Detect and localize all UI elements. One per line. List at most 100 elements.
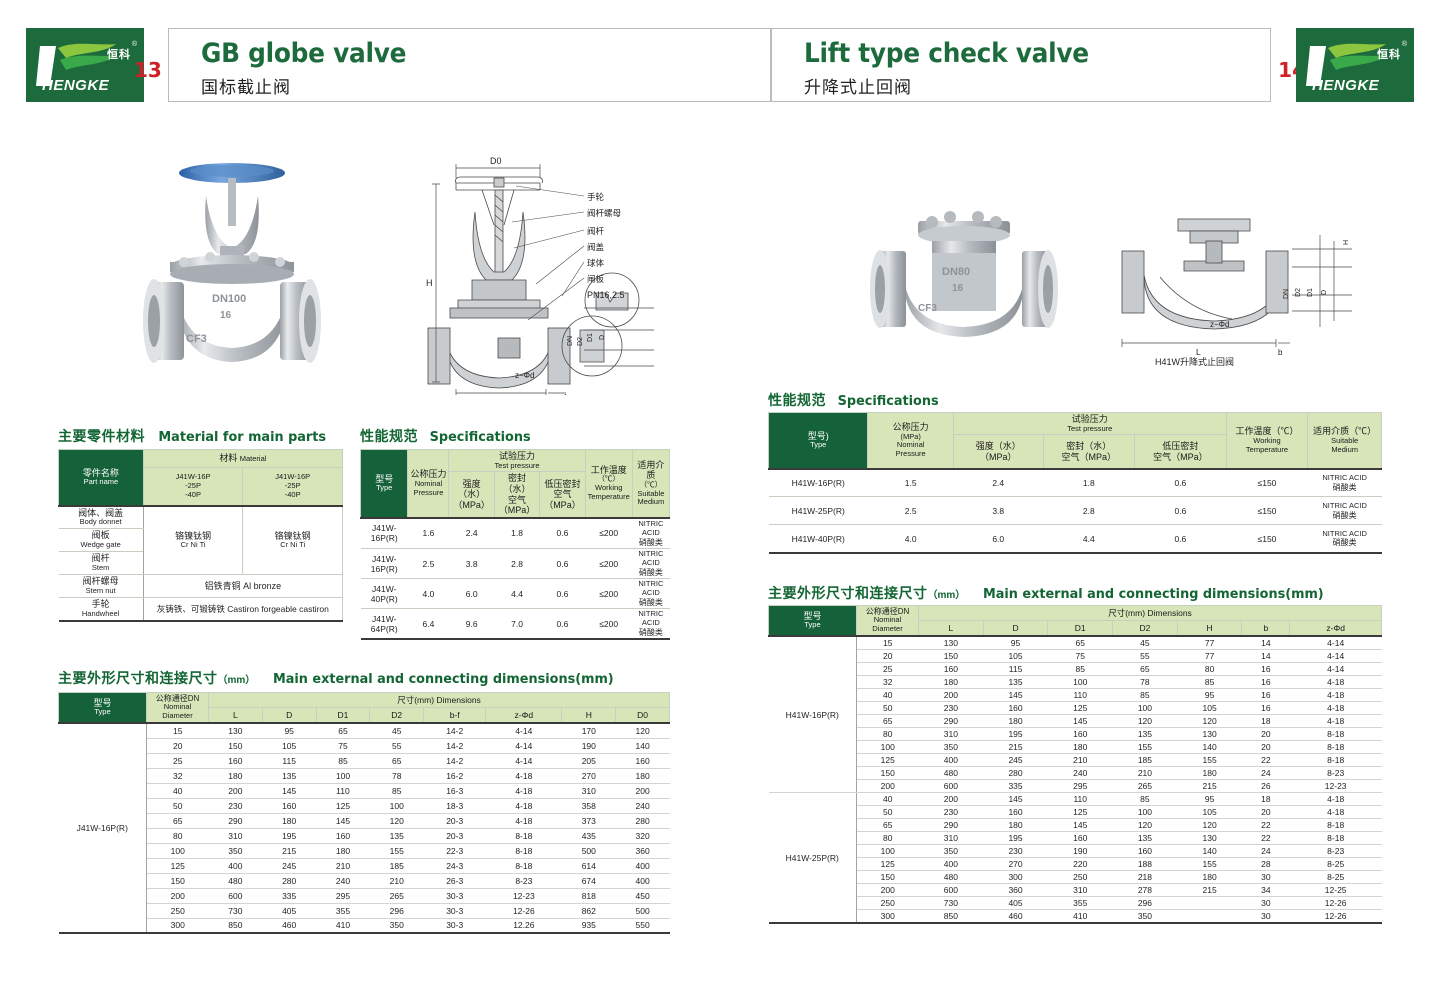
spec-right-title-en: Specifications	[837, 393, 939, 409]
dims-cell-dn: 15	[856, 635, 919, 651]
dims-cell-dn: 150	[856, 870, 919, 885]
brand-name-cn: 恒科	[107, 49, 131, 61]
spec-cell-lowseal: 0.6	[539, 548, 586, 580]
dims-cell-dn: 40	[856, 688, 919, 703]
table-row: 50 230 160 125 100 105 20 4-18	[769, 805, 1382, 820]
dims-cell-dn: 200	[856, 779, 919, 794]
dims-cell-value: 12-26	[485, 903, 562, 919]
dims-cell-dn: 25	[146, 753, 209, 769]
dims-cell-value: 150	[918, 649, 984, 664]
dims-cell-dn: 100	[856, 844, 919, 859]
spec-cell-nominal: 2.5	[867, 496, 954, 526]
dims-cell-dn: 200	[146, 888, 209, 904]
dims-cell-value: 160	[262, 798, 317, 814]
dims-cell-value: 95	[1177, 792, 1242, 807]
dims-cell-value: 12.26	[485, 918, 562, 935]
dims-cell-value: 188	[1112, 857, 1178, 872]
spec-cell-lowseal: 0.6	[539, 578, 586, 610]
material-row-label: 手轮 Handwheel	[58, 597, 144, 622]
dims-cell-value: 22	[1241, 818, 1290, 833]
dims-cell-value: 460	[262, 918, 317, 935]
dims-cell-dn: 40	[856, 792, 919, 807]
spec-cell-nominal: 1.6	[407, 516, 449, 550]
dims-cell-value: 110	[316, 783, 370, 799]
dims-cell-value: 55	[369, 738, 424, 754]
dims-cell-value: 218	[1112, 870, 1178, 885]
dims-cell-value: 195	[983, 831, 1048, 846]
dims-cell-dn: 150	[146, 873, 209, 889]
table-row: 80 310 195 160 135 130 22 8-18	[769, 831, 1382, 846]
spec-cell-nominal: 1.5	[867, 467, 954, 498]
dims-cell-type: H41W-25P(R)	[768, 792, 857, 925]
page-header: 恒科 ® HENGKE 13 GB globe valve 国标截止阀 Lift…	[0, 28, 1440, 102]
spec-cell-type: J41W-64P(R)	[360, 608, 408, 641]
spec-cell-lowseal: 0.6	[1134, 496, 1227, 526]
dims-cell-value: 500	[615, 903, 670, 919]
svg-text:H: H	[1343, 240, 1350, 245]
spec-cell-strength: 9.6	[448, 608, 495, 641]
brand-name-en: HENGKE	[1312, 77, 1380, 94]
dims-cell-value: 230	[983, 844, 1048, 859]
dims-cell-value: 160	[1047, 831, 1113, 846]
dims-col-header: D2	[1112, 620, 1178, 637]
title-cn-right: 升降式止回阀	[804, 78, 912, 97]
dims-cell-value: 155	[1177, 857, 1242, 872]
dims-cell-value: 155	[1112, 740, 1178, 755]
dims-cell-value: 480	[918, 766, 984, 781]
dims-cell-value: 78	[1112, 675, 1178, 690]
dims-cell-value: 145	[1047, 714, 1113, 729]
table-row: 40 200 145 110 85 95 16 4-18	[769, 688, 1382, 703]
dims-cell-value: 75	[316, 738, 370, 754]
spec-strength-header: 强度（水） （MPa）	[448, 471, 495, 519]
dims-cell-dn: 40	[146, 783, 209, 799]
dims-cell-value: 85	[369, 783, 424, 799]
dims-cell-dn: 65	[856, 714, 919, 729]
table-row: H41W-16P(R) 15 130 95 65 45 77 14 4-14	[768, 635, 1382, 794]
spec-cell-temp: ≤150	[1226, 524, 1308, 554]
dims-cell-value: 180	[1177, 870, 1242, 885]
table-row: 125 400 245 210 185 24-3 8-18 614 400	[59, 858, 670, 874]
spec-test-pressure-header: 试验压力 Test pressure	[952, 411, 1227, 436]
table-row: 32 180 135 100 78 85 16 4-18	[769, 675, 1382, 690]
hengke-logo-icon	[36, 43, 118, 86]
table-row: H41W-16P(R) 1.5 2.4 1.8 0.6 ≤150 NITRIC …	[768, 467, 1382, 498]
dims-cell-value: 160	[615, 753, 670, 769]
dims-cell-value: 215	[1177, 883, 1242, 898]
dims-cell-value: 30	[1241, 909, 1290, 925]
spec-cell-type: J41W-40P(R)	[360, 578, 408, 610]
title-en-left: GB globe valve	[201, 38, 407, 69]
table-row: J41W-16P(R) 1.6 2.4 1.8 0.6 ≤200 NITRIC …	[360, 516, 670, 550]
dims-cell-value: 4-18	[1289, 792, 1382, 807]
dims-left-title-en: Main external and connecting dimensions(…	[273, 671, 614, 687]
dims-cell-value: 140	[615, 738, 670, 754]
dims-cell-value: 100	[1112, 805, 1178, 820]
svg-text:16: 16	[220, 310, 232, 321]
dims-cell-dn: 50	[856, 701, 919, 716]
spec-lowseal-header: 低压密封 空气（MPa）	[1134, 434, 1227, 470]
table-row: 20 150 105 75 55 14-2 4-14 190 140	[59, 738, 670, 754]
brand-logo-left: 恒科 ® HENGKE	[26, 28, 144, 102]
dims-cell-value: 120	[1177, 714, 1242, 729]
registered-mark: ®	[1401, 41, 1407, 48]
svg-text:CF3: CF3	[918, 303, 937, 314]
spec-test-pressure-header: 试验压力 Test pressure	[448, 448, 586, 473]
table-row: H41W-25P(R) 40 200 145 110 85 95 18 4-18	[768, 792, 1382, 925]
dims-cell-value: 4-18	[485, 768, 562, 784]
dims-cell-value: 850	[208, 918, 263, 935]
dims-cell-value: 95	[1177, 688, 1242, 703]
dims-cell-value: 65	[1047, 635, 1113, 651]
dims-type-header: 型号 Type	[58, 692, 147, 724]
dims-cell-value: 22-3	[423, 843, 486, 859]
dims-right-title-unit: （mm）	[927, 590, 966, 601]
dims-cell-value: 8-23	[485, 873, 562, 889]
table-row: H41W-25P(R) 2.5 3.8 2.8 0.6 ≤150 NITRIC …	[768, 496, 1382, 526]
dims-cell-dn: 125	[146, 858, 209, 874]
spec-cell-seal: 1.8	[494, 516, 540, 550]
spec-cell-medium: NITRIC ACID 硝酸类	[632, 608, 670, 641]
material-row-label: 阀杆螺母 Stem nut	[58, 574, 144, 598]
dims-cell-value: 77	[1177, 635, 1242, 651]
spec-medium-header: 适用介质 （℃） Suitable Medium	[631, 448, 671, 519]
dims-cell-value: 85	[1047, 662, 1113, 677]
dims-cell-value: 28	[1241, 857, 1290, 872]
